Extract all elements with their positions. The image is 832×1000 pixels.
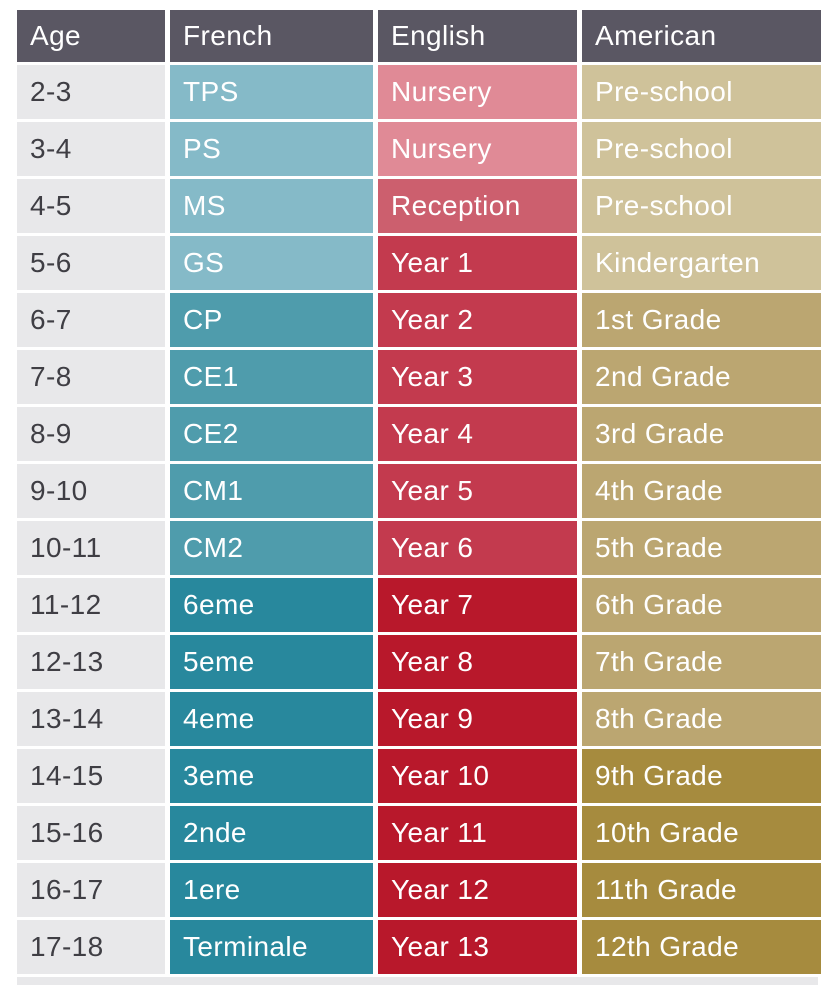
french-cell: GS	[170, 236, 373, 290]
english-cell: Year 11	[378, 806, 577, 860]
american-cell: 7th Grade	[582, 635, 821, 689]
english-cell: Year 3	[378, 350, 577, 404]
american-cell: Pre-school	[582, 179, 821, 233]
column-header-american: American	[582, 10, 821, 62]
table-header-row: Age French English American	[17, 10, 821, 62]
column-header-english: English	[378, 10, 577, 62]
american-cell: 11th Grade	[582, 863, 821, 917]
school-grade-comparison-table: Age French English American 2-3 TPS Nurser…	[12, 7, 826, 977]
column-header-age: Age	[17, 10, 165, 62]
english-cell: Year 10	[378, 749, 577, 803]
age-cell: 13-14	[17, 692, 165, 746]
english-cell: Year 7	[378, 578, 577, 632]
table-row: 8-9 CE2 Year 4 3rd Grade	[17, 407, 821, 461]
french-cell: CM2	[170, 521, 373, 575]
american-cell: 2nd Grade	[582, 350, 821, 404]
table-row: 5-6 GS Year 1 Kindergarten	[17, 236, 821, 290]
english-cell: Year 6	[378, 521, 577, 575]
english-cell: Year 12	[378, 863, 577, 917]
french-cell: CP	[170, 293, 373, 347]
table-row: 12-13 5eme Year 8 7th Grade	[17, 635, 821, 689]
american-cell: Pre-school	[582, 65, 821, 119]
age-cell: 17-18	[17, 920, 165, 974]
table-row: 7-8 CE1 Year 3 2nd Grade	[17, 350, 821, 404]
age-cell: 4-5	[17, 179, 165, 233]
french-cell: CM1	[170, 464, 373, 518]
french-cell: CE2	[170, 407, 373, 461]
age-cell: 15-16	[17, 806, 165, 860]
column-header-french: French	[170, 10, 373, 62]
french-cell: 6eme	[170, 578, 373, 632]
table-row: 4-5 MS Reception Pre-school	[17, 179, 821, 233]
french-cell: MS	[170, 179, 373, 233]
age-cell: 14-15	[17, 749, 165, 803]
table-bottom-edge	[17, 977, 818, 985]
table-row: 13-14 4eme Year 9 8th Grade	[17, 692, 821, 746]
table-row: 10-11 CM2 Year 6 5th Grade	[17, 521, 821, 575]
table-row: 6-7 CP Year 2 1st Grade	[17, 293, 821, 347]
american-cell: 10th Grade	[582, 806, 821, 860]
french-cell: 4eme	[170, 692, 373, 746]
table-row: 14-15 3eme Year 10 9th Grade	[17, 749, 821, 803]
french-cell: 3eme	[170, 749, 373, 803]
table-row: 9-10 CM1 Year 5 4th Grade	[17, 464, 821, 518]
american-cell: Kindergarten	[582, 236, 821, 290]
english-cell: Nursery	[378, 122, 577, 176]
american-cell: 1st Grade	[582, 293, 821, 347]
american-cell: 8th Grade	[582, 692, 821, 746]
age-cell: 2-3	[17, 65, 165, 119]
age-cell: 3-4	[17, 122, 165, 176]
english-cell: Reception	[378, 179, 577, 233]
french-cell: PS	[170, 122, 373, 176]
table-row: 11-12 6eme Year 7 6th Grade	[17, 578, 821, 632]
age-cell: 7-8	[17, 350, 165, 404]
french-cell: 1ere	[170, 863, 373, 917]
american-cell: 6th Grade	[582, 578, 821, 632]
table-row: 17-18 Terminale Year 13 12th Grade	[17, 920, 821, 974]
english-cell: Year 4	[378, 407, 577, 461]
table-body: 2-3 TPS Nursery Pre-school 3-4 PS Nursery Pre-s…	[17, 65, 821, 974]
english-cell: Year 5	[378, 464, 577, 518]
age-cell: 11-12	[17, 578, 165, 632]
english-cell: Year 1	[378, 236, 577, 290]
age-cell: 10-11	[17, 521, 165, 575]
french-cell: CE1	[170, 350, 373, 404]
age-cell: 12-13	[17, 635, 165, 689]
american-cell: Pre-school	[582, 122, 821, 176]
age-cell: 5-6	[17, 236, 165, 290]
table-row: 3-4 PS Nursery Pre-school	[17, 122, 821, 176]
english-cell: Year 2	[378, 293, 577, 347]
table-row: 15-16 2nde Year 11 10th Grade	[17, 806, 821, 860]
french-cell: Terminale	[170, 920, 373, 974]
age-cell: 9-10	[17, 464, 165, 518]
french-cell: TPS	[170, 65, 373, 119]
french-cell: 5eme	[170, 635, 373, 689]
age-cell: 8-9	[17, 407, 165, 461]
age-cell: 6-7	[17, 293, 165, 347]
american-cell: 3rd Grade	[582, 407, 821, 461]
american-cell: 4th Grade	[582, 464, 821, 518]
french-cell: 2nde	[170, 806, 373, 860]
english-cell: Year 9	[378, 692, 577, 746]
table-row: 2-3 TPS Nursery Pre-school	[17, 65, 821, 119]
english-cell: Year 13	[378, 920, 577, 974]
american-cell: 9th Grade	[582, 749, 821, 803]
american-cell: 12th Grade	[582, 920, 821, 974]
english-cell: Year 8	[378, 635, 577, 689]
table-row: 16-17 1ere Year 12 11th Grade	[17, 863, 821, 917]
english-cell: Nursery	[378, 65, 577, 119]
american-cell: 5th Grade	[582, 521, 821, 575]
age-cell: 16-17	[17, 863, 165, 917]
